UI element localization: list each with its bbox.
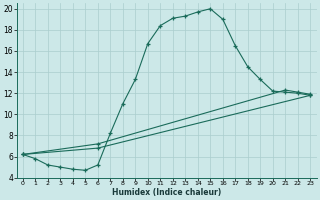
X-axis label: Humidex (Indice chaleur): Humidex (Indice chaleur) — [112, 188, 221, 197]
